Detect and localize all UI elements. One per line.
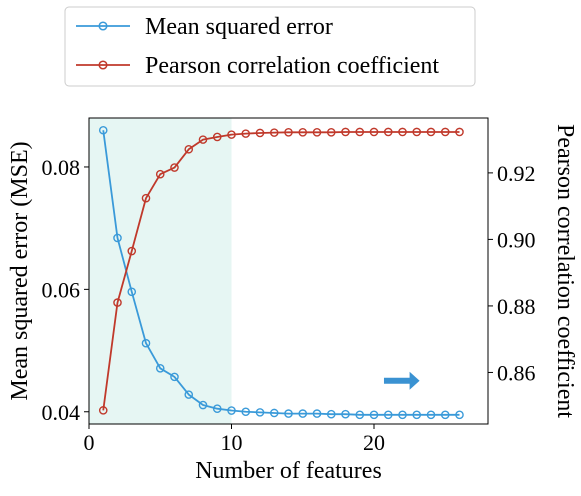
- data-point-mse: [141, 338, 151, 348]
- y-tick-label-right: 0.92: [497, 161, 536, 186]
- series-layer: [98, 125, 464, 420]
- data-point-mse: [255, 408, 265, 417]
- data-point-pearson: [369, 127, 379, 137]
- data-point-pearson: [341, 127, 350, 137]
- right-arrow-annotation: [383, 371, 420, 390]
- data-point-mse: [241, 407, 251, 417]
- data-point-pearson: [141, 193, 151, 203]
- data-point-mse: [355, 410, 365, 420]
- data-point-pearson: [326, 127, 336, 137]
- data-point-pearson: [155, 169, 165, 179]
- data-point-mse: [227, 406, 236, 415]
- shaded-region: [89, 118, 232, 424]
- legend: Mean squared error Pearson correlation c…: [64, 6, 476, 87]
- data-point-pearson: [170, 163, 179, 172]
- y-axis-label-right: Pearson correlation coefficient: [552, 124, 578, 418]
- data-point-pearson: [98, 406, 108, 415]
- data-point-pearson: [113, 298, 122, 307]
- data-point-mse: [426, 410, 436, 420]
- data-point-mse: [98, 125, 108, 135]
- plot-frame: [88, 117, 489, 425]
- data-point-mse: [212, 404, 222, 414]
- data-point-mse: [383, 410, 393, 420]
- data-point-pearson: [212, 132, 222, 142]
- data-point-pearson: [298, 127, 308, 137]
- data-point-mse: [341, 409, 350, 419]
- data-point-mse: [284, 409, 293, 418]
- data-point-pearson: [284, 127, 293, 137]
- data-point-pearson: [198, 135, 208, 144]
- series-line-mse: [102, 130, 460, 416]
- legend-label-mse: Mean squared error: [145, 14, 333, 40]
- data-point-pearson: [241, 129, 251, 138]
- data-point-pearson: [455, 127, 464, 137]
- data-point-pearson: [398, 127, 407, 137]
- data-point-mse: [198, 400, 208, 410]
- y-tick-label-right: 0.86: [497, 360, 536, 385]
- data-point-mse: [170, 372, 179, 382]
- legend-marker-pearson: [98, 60, 108, 70]
- data-point-pearson: [412, 127, 422, 137]
- data-point-mse: [127, 287, 137, 297]
- data-point-mse: [326, 409, 336, 419]
- data-point-pearson: [127, 246, 137, 256]
- data-point-pearson: [426, 127, 436, 137]
- x-axis-label: Number of features: [195, 458, 382, 484]
- series-line-pearson: [102, 131, 460, 411]
- y-axis-label-left: Mean squared error (MSE): [7, 141, 33, 400]
- x-tick-label: 0: [84, 430, 95, 455]
- data-point-mse: [455, 410, 464, 420]
- legend-entry-pearson: Pearson correlation coefficient: [76, 53, 439, 79]
- data-point-mse: [298, 409, 308, 418]
- data-point-mse: [369, 410, 379, 420]
- shaded-region-layer: [89, 118, 232, 424]
- data-point-pearson: [184, 144, 194, 154]
- y-tick-label-right: 0.90: [497, 227, 536, 252]
- y-tick-label-right: 0.88: [497, 294, 536, 319]
- arrow-layer: [383, 371, 420, 390]
- y-tick-label-left: 0.08: [42, 155, 81, 180]
- legend-label-pearson: Pearson correlation coefficient: [145, 53, 439, 79]
- legend-entry-mse: Mean squared error: [76, 14, 333, 40]
- data-point-mse: [269, 408, 279, 418]
- data-point-pearson: [355, 127, 365, 137]
- tick-layer: 0 10 20 0.04 0.06 0.08 0.86 0.88 0.90 0.92: [42, 155, 536, 455]
- data-point-mse: [412, 410, 422, 420]
- x-tick-label: 20: [363, 430, 385, 455]
- data-point-pearson: [440, 127, 450, 137]
- series-mse: [98, 125, 464, 420]
- data-point-pearson: [255, 128, 265, 138]
- data-point-pearson: [227, 130, 236, 139]
- data-point-mse: [312, 409, 322, 418]
- legend-marker-mse: [98, 21, 108, 31]
- series-pearson: [98, 127, 464, 415]
- y-tick-label-left: 0.06: [42, 277, 81, 302]
- data-point-pearson: [383, 127, 393, 137]
- data-point-pearson: [269, 128, 279, 137]
- legend-frame: [64, 6, 476, 87]
- data-point-mse: [155, 364, 165, 373]
- data-point-mse: [113, 233, 122, 243]
- data-point-pearson: [312, 127, 322, 137]
- data-point-mse: [184, 390, 194, 399]
- data-point-mse: [398, 410, 407, 420]
- x-tick-label: 10: [221, 430, 243, 455]
- y-tick-label-left: 0.04: [42, 400, 81, 425]
- data-point-mse: [440, 410, 450, 420]
